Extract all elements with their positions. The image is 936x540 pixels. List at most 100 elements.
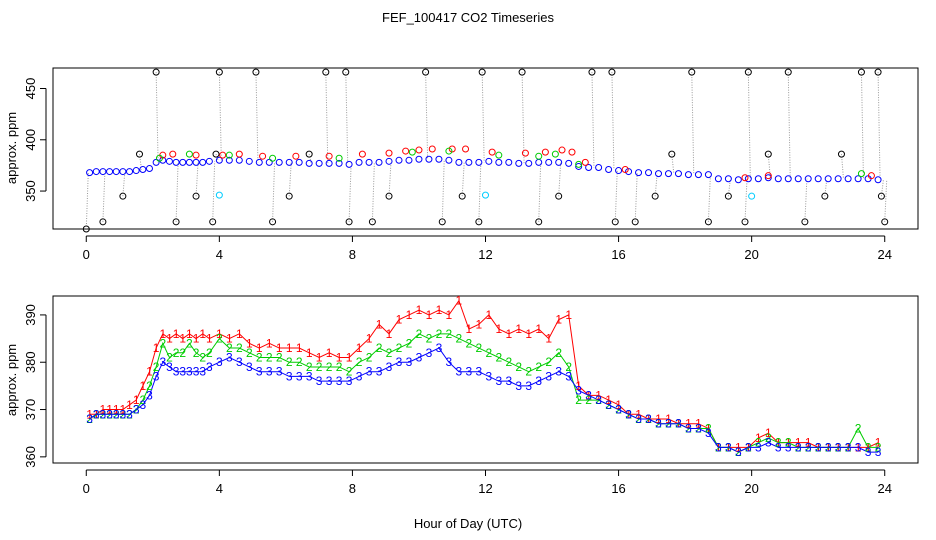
series-2-marker: 2 — [785, 436, 792, 450]
figure-title: FEF_100417 CO2 Timeseries — [382, 10, 554, 25]
series-2-marker: 2 — [436, 327, 443, 341]
series-3-point — [92, 168, 100, 176]
series-3-marker: 3 — [126, 407, 133, 421]
series-1-marker: 1 — [825, 440, 832, 454]
series-1-marker: 1 — [485, 308, 492, 322]
spike-link — [744, 178, 748, 222]
series-3-marker: 3 — [875, 445, 882, 459]
series-3-marker: 3 — [685, 421, 692, 435]
series-1-point — [169, 150, 177, 158]
series-2-marker: 2 — [495, 351, 502, 365]
series-3-marker: 3 — [795, 440, 802, 454]
series-2-point — [335, 154, 343, 162]
series-3-point — [804, 175, 812, 183]
spike-point — [801, 218, 809, 226]
series-1-marker: 1 — [366, 332, 373, 346]
series-3-point — [744, 175, 752, 183]
series-3-point — [605, 166, 613, 174]
series-2-point — [445, 147, 453, 155]
series-3-marker: 3 — [476, 365, 483, 379]
series-3-marker: 3 — [256, 365, 263, 379]
series-2-point — [408, 148, 416, 156]
series-1-marker: 1 — [545, 332, 552, 346]
series-1-point — [621, 166, 629, 174]
series-1-marker: 1 — [515, 322, 522, 336]
series-3-point — [395, 156, 403, 164]
series-3-point — [764, 174, 772, 182]
spike-point — [422, 68, 430, 76]
spike-point — [724, 192, 732, 200]
series-3-point — [315, 159, 323, 167]
series-2-marker: 2 — [153, 360, 160, 374]
spike-point — [651, 192, 659, 200]
series-1-marker: 1 — [306, 346, 313, 360]
series-1-marker: 1 — [725, 440, 732, 454]
series-3-point — [355, 158, 363, 166]
series-3-marker: 3 — [106, 407, 113, 421]
series-1-marker: 1 — [605, 393, 612, 407]
series-3-point — [595, 163, 603, 171]
series-3-marker: 3 — [216, 355, 223, 369]
series-1-marker: 1 — [316, 351, 323, 365]
spike-point — [192, 192, 200, 200]
series-2-marker: 2 — [306, 360, 313, 374]
series-3-marker: 3 — [113, 407, 120, 421]
series-3-point — [674, 170, 682, 178]
series-3-point — [365, 158, 373, 166]
series-2-marker: 2 — [605, 398, 612, 412]
series-1-marker: 1 — [835, 440, 842, 454]
x-tick-label: 20 — [744, 481, 758, 496]
series-1-line — [89, 299, 879, 448]
series-1-marker: 1 — [86, 407, 93, 421]
series-1-point — [462, 145, 470, 153]
series-3-point — [235, 156, 243, 164]
series-2-marker: 2 — [386, 346, 393, 360]
series-2-marker: 2 — [113, 407, 120, 421]
series-3-marker: 3 — [745, 440, 752, 454]
y-axis-label: approx. ppm — [4, 344, 19, 416]
spike-point — [764, 150, 772, 158]
spike-link — [308, 154, 312, 164]
series-3-point — [854, 175, 862, 183]
series-3-point — [172, 158, 180, 166]
spike-point — [837, 150, 845, 158]
series-1-point — [521, 149, 529, 157]
x-tick-label: 0 — [83, 247, 90, 262]
series-1-marker: 1 — [685, 417, 692, 431]
series-3-point — [475, 158, 483, 166]
series-3-point — [874, 176, 882, 184]
series-3-marker: 3 — [645, 412, 652, 426]
series-3-marker: 3 — [159, 355, 166, 369]
spike-point — [119, 192, 127, 200]
spike-point — [535, 218, 543, 226]
series-3-point — [215, 156, 223, 164]
series-1-marker: 1 — [100, 403, 107, 417]
series-1-marker: 1 — [745, 440, 752, 454]
series-3-marker: 3 — [545, 369, 552, 383]
series-3-point — [505, 158, 513, 166]
series-3-point — [385, 157, 393, 165]
series-2-marker: 2 — [120, 407, 127, 421]
series-1-marker: 1 — [755, 431, 762, 445]
series-3-marker: 3 — [336, 374, 343, 388]
series-2-marker: 2 — [545, 355, 552, 369]
series-1-marker: 1 — [765, 426, 772, 440]
series-1-marker: 1 — [625, 407, 632, 421]
spike-link — [425, 72, 429, 160]
series-1-point — [867, 172, 875, 180]
spike-link — [877, 72, 881, 180]
series-3-point — [615, 167, 623, 175]
series-1-marker: 1 — [153, 341, 160, 355]
series-1-point — [428, 145, 436, 153]
spike-link — [461, 162, 465, 197]
series-1-point — [358, 150, 366, 158]
spike-point — [438, 218, 446, 226]
spike-link — [195, 162, 199, 197]
series-3-marker: 3 — [855, 440, 862, 454]
series-3-point — [145, 164, 153, 172]
series-1-point — [235, 150, 243, 158]
spike-link — [348, 164, 352, 222]
spike-link — [85, 172, 89, 230]
series-1-marker: 1 — [735, 440, 742, 454]
